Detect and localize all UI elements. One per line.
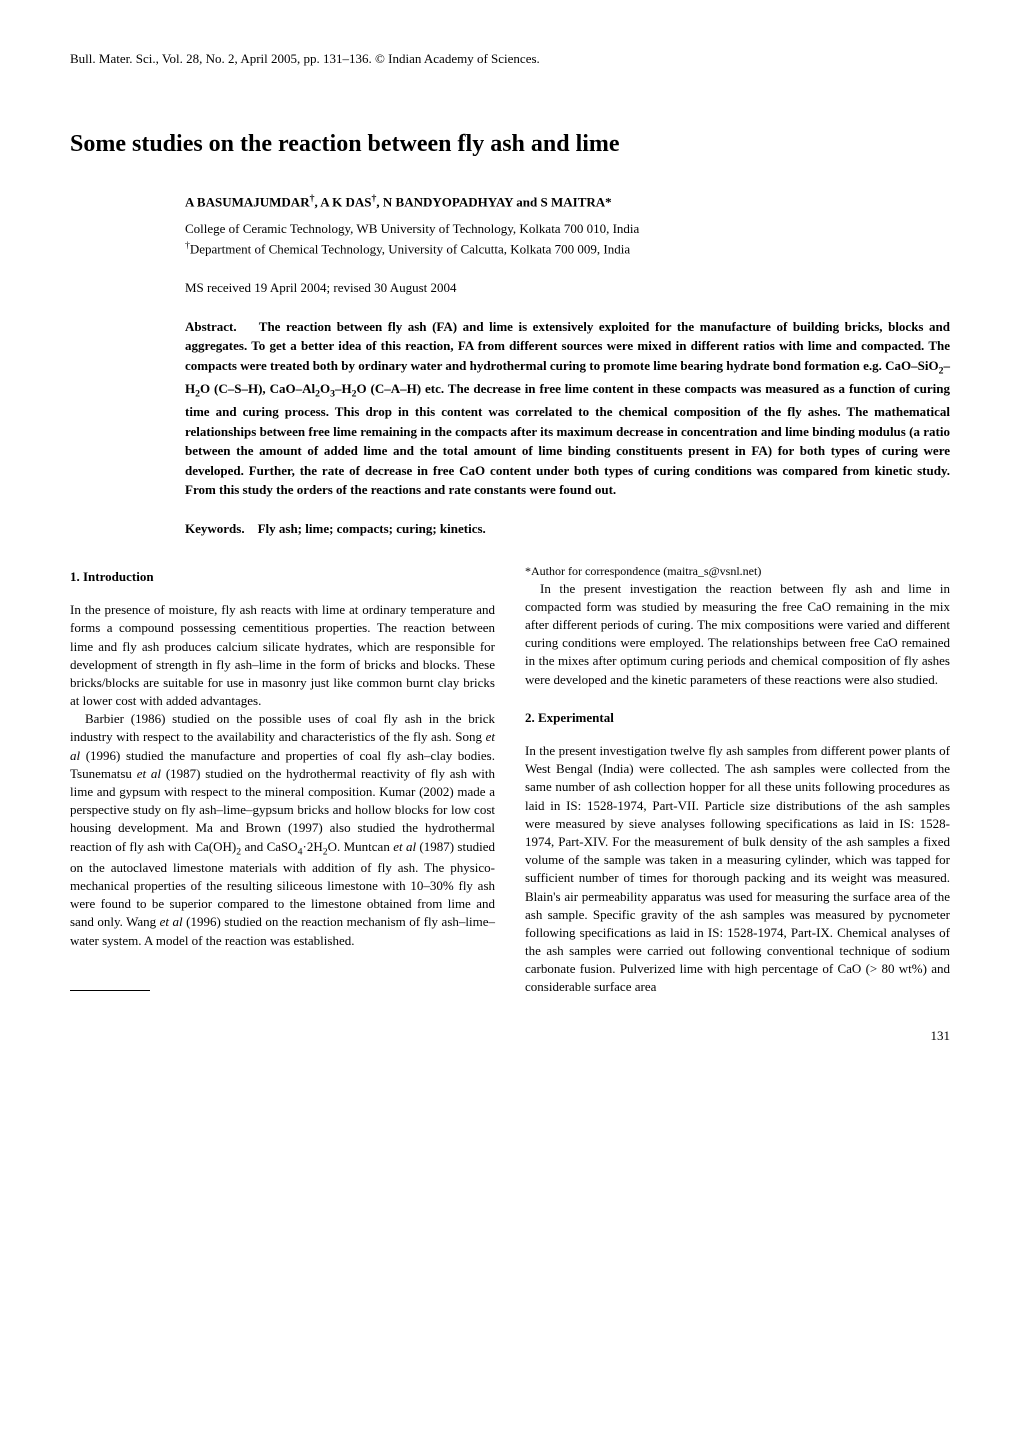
experimental-para-1: In the present investigation twelve fly … (525, 742, 950, 997)
main-content: 1. Introduction In the presence of moist… (70, 563, 950, 997)
section-introduction-heading: 1. Introduction (70, 568, 495, 586)
page-number: 131 (70, 1027, 950, 1045)
affiliation-primary: College of Ceramic Technology, WB Univer… (185, 219, 950, 239)
authors-list: A BASUMAJUMDAR†, A K DAS†, N BANDYOPADHY… (70, 192, 950, 212)
abstract-block: Abstract. The reaction between fly ash (… (70, 317, 950, 500)
manuscript-dates: MS received 19 April 2004; revised 30 Au… (70, 279, 950, 297)
affiliation-secondary: †Department of Chemical Technology, Univ… (185, 239, 950, 259)
intro-para-2: Barbier (1986) studied on the possible u… (70, 710, 495, 949)
abstract-label: Abstract. (185, 319, 237, 334)
intro-para-1: In the presence of moisture, fly ash rea… (70, 601, 495, 710)
footnote-separator (70, 990, 150, 991)
article-title: Some studies on the reaction between fly… (70, 128, 950, 162)
journal-header: Bull. Mater. Sci., Vol. 28, No. 2, April… (70, 50, 950, 68)
keywords-text: Fly ash; lime; compacts; curing; kinetic… (258, 521, 486, 536)
affiliations: College of Ceramic Technology, WB Univer… (70, 219, 950, 258)
section-experimental-heading: 2. Experimental (525, 709, 950, 727)
intro-para-3: In the present investigation the reactio… (525, 580, 950, 689)
keywords-label: Keywords. (185, 521, 245, 536)
correspondence-footnote: *Author for correspondence (maitra_s@vsn… (525, 563, 950, 580)
keywords-block: Keywords. Fly ash; lime; compacts; curin… (70, 520, 950, 538)
